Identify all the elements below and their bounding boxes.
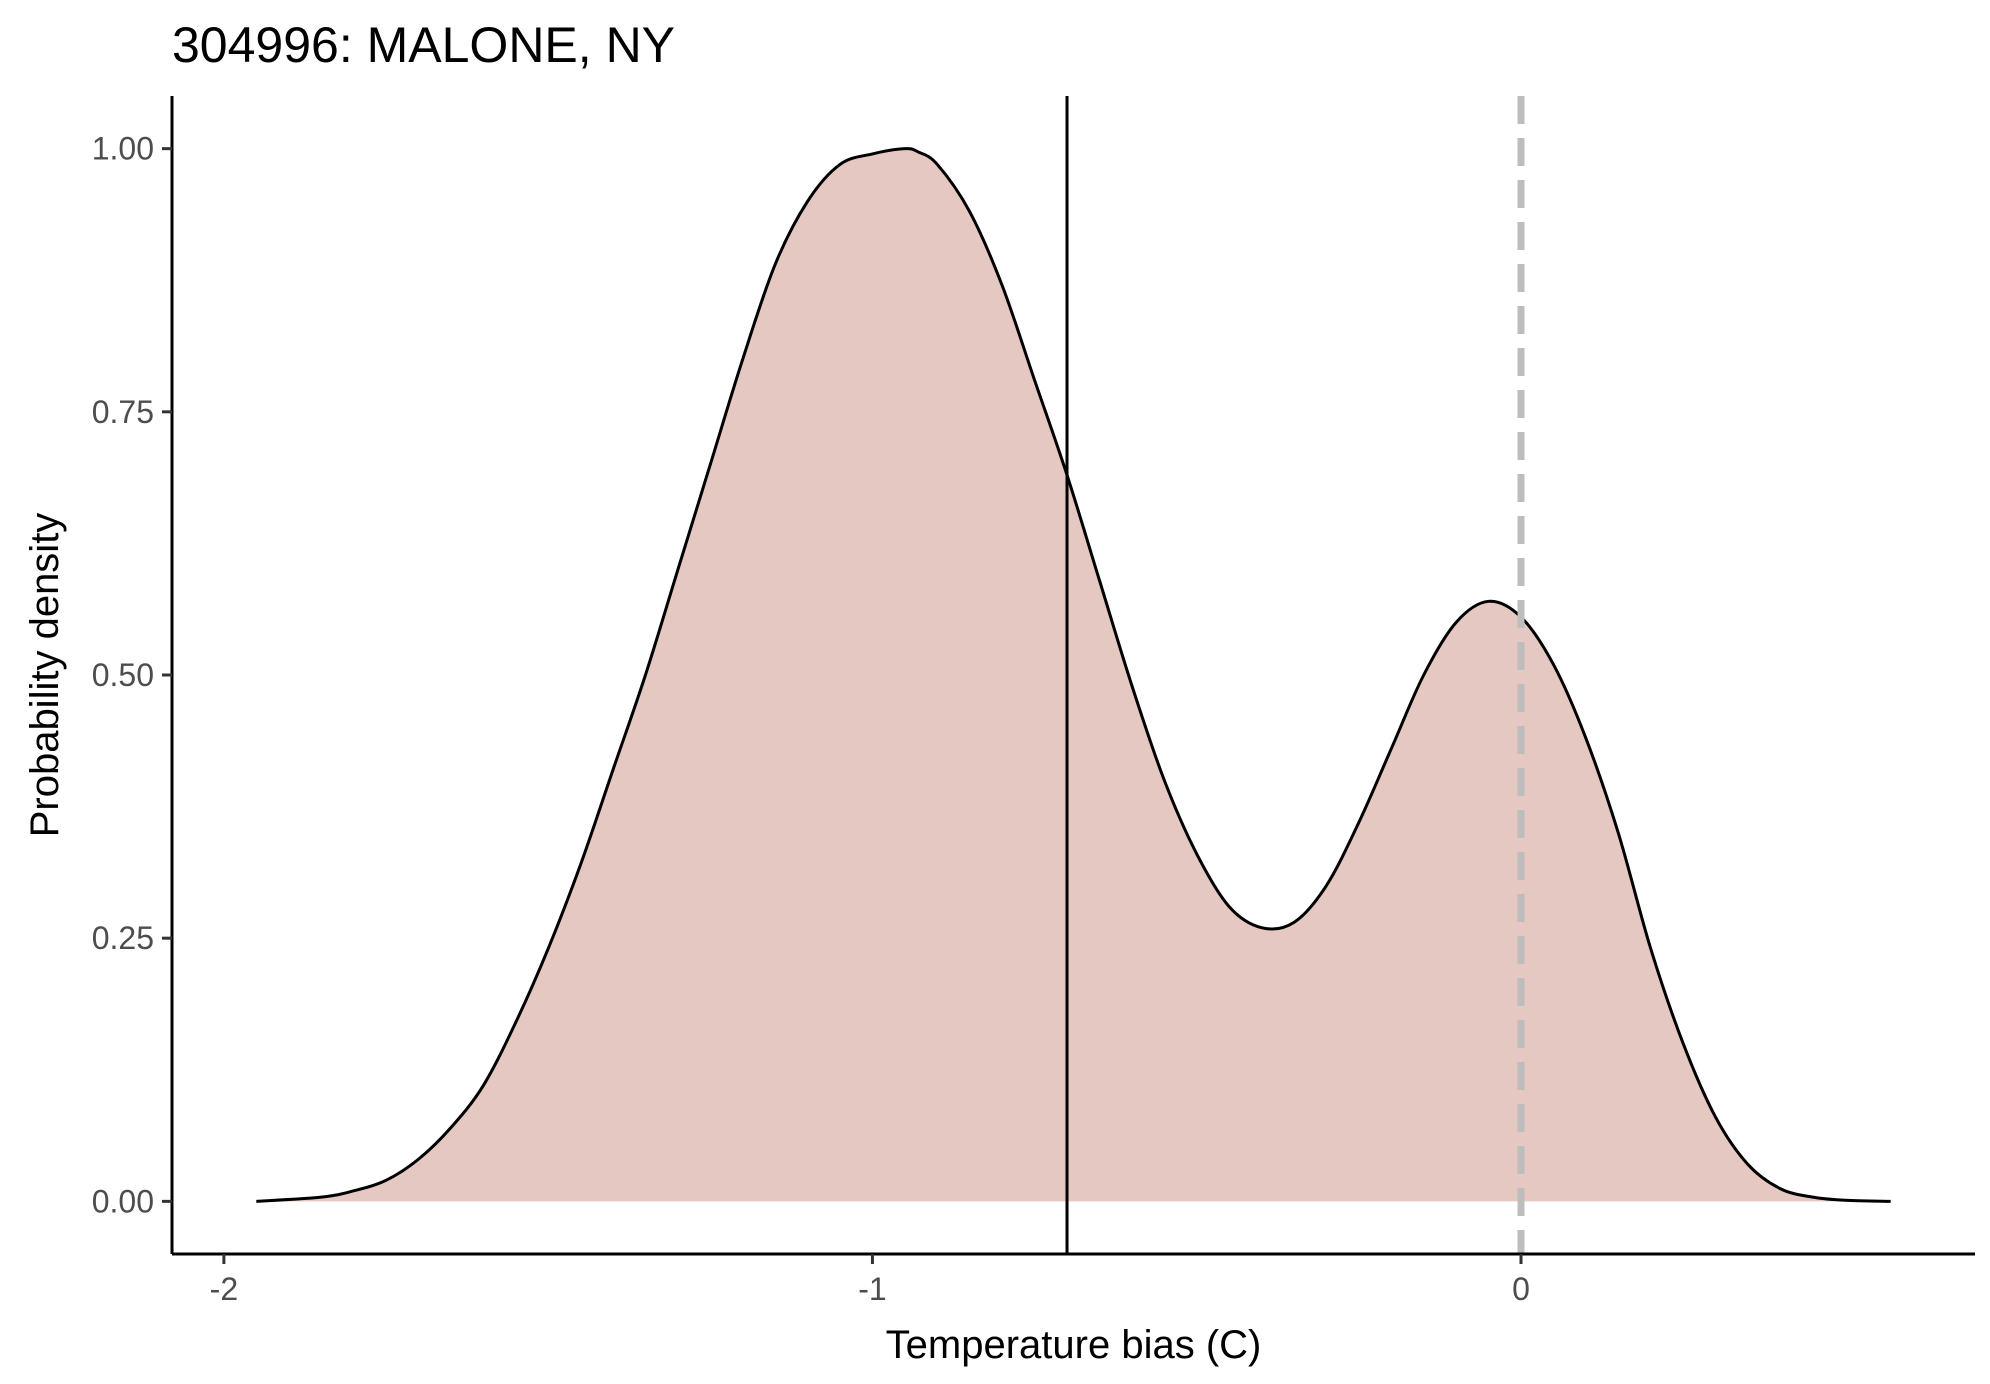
y-tick-label: 0.25 — [92, 920, 154, 956]
x-tick-label: -2 — [210, 1271, 238, 1307]
plot-area — [256, 96, 1891, 1254]
y-axis-title: Probability density — [23, 513, 67, 838]
x-axis-ticks: -2 -1 0 — [210, 1254, 1530, 1307]
density-fill — [256, 148, 1891, 1202]
x-tick-label: -1 — [858, 1271, 886, 1307]
density-line — [256, 147, 1891, 1203]
y-tick-label: 0.00 — [92, 1183, 154, 1219]
chart-title: 304996: MALONE, NY — [172, 17, 675, 73]
x-axis-title: Temperature bias (C) — [886, 1323, 1262, 1367]
y-tick-label: 0.75 — [92, 394, 154, 430]
x-tick-label: 0 — [1512, 1271, 1530, 1307]
y-tick-label: 1.00 — [92, 131, 154, 167]
y-tick-label: 0.50 — [92, 657, 154, 693]
y-axis-ticks: 0.00 0.25 0.50 0.75 1.00 — [92, 131, 172, 1219]
reference-lines — [1065, 96, 1525, 1254]
